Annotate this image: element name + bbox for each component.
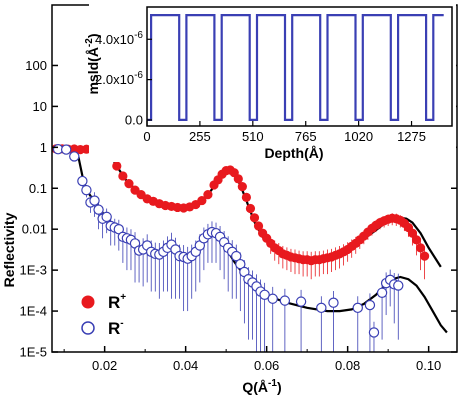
x-tick-label: 0.08 (335, 358, 360, 373)
x-tick-label: 0.04 (173, 358, 198, 373)
data-point-r-minus (368, 327, 380, 338)
data-point-r-minus (376, 287, 388, 298)
inset-x-tick-label: 510 (242, 129, 264, 144)
data-point-r-plus (112, 161, 122, 171)
y-tick-label: 1E-3 (20, 263, 47, 278)
inset-y-tick-label: 2.0x10-6 (95, 70, 143, 87)
legend-marker-r-plus (81, 295, 95, 309)
y-tick-label: 1 (40, 140, 47, 155)
inset-x-tick-label: 765 (295, 129, 317, 144)
data-point-r-minus (364, 299, 376, 311)
data-point-r-plus (245, 203, 256, 214)
inset-chart: 0 255 510 765 1020 1275 0.0 2.0x10-6 4.0x10-6 D… (84, 2, 456, 162)
inset-profile-line (147, 14, 444, 121)
legend-label-r-plus: R+ (108, 292, 126, 312)
inset-y-tick-label: 4.0x10-6 (95, 30, 143, 47)
inset-x-tick-label: 1275 (397, 129, 426, 144)
inset-plot-frame (146, 6, 453, 127)
y-tick-label: 100 (25, 58, 47, 73)
data-point-r-minus (69, 151, 80, 162)
legend-label-r-minus: R- (108, 318, 124, 338)
data-point-r-plus (203, 190, 213, 200)
data-point-r-plus (124, 179, 134, 189)
x-tick-label: 0.06 (254, 358, 279, 373)
data-point-r-plus (241, 192, 251, 202)
main-y-ticks: 1E-5 1E-4 1E-3 0.01 0.1 1 10 100 (20, 58, 457, 360)
inset-x-tick-label: 255 (189, 129, 211, 144)
data-point-r-minus (328, 297, 339, 308)
data-point-r-minus (259, 289, 270, 300)
x-tick-label: 0.10 (416, 358, 441, 373)
x-tick-label: 0.02 (92, 358, 117, 373)
x-axis-title: Q(Å-1) (242, 378, 281, 395)
main-x-ticks: 0.02 0.04 0.06 0.08 0.10 (63, 5, 441, 373)
inset-y-axis-title: msld(Å-2) (84, 33, 101, 94)
data-point-r-plus (415, 243, 426, 253)
data-point-r-minus (267, 293, 278, 304)
y-tick-label: 10 (33, 99, 47, 114)
inset-x-tick-label: 0 (143, 129, 150, 144)
data-point-r-plus (197, 195, 207, 206)
data-point-r-minus (60, 144, 72, 155)
inset-x-axis-title: Depth(Å) (264, 145, 323, 161)
data-point-r-plus (420, 251, 430, 261)
data-point-r-plus (237, 181, 247, 192)
data-point-r-minus (352, 302, 363, 314)
data-point-r-plus (407, 228, 418, 238)
inset-x-ticks: 0 255 510 765 1020 1275 (143, 121, 426, 144)
data-point-r-minus (279, 295, 291, 306)
data-point-r-plus (233, 174, 243, 184)
inset-x-tick-label: 1020 (344, 129, 373, 144)
data-point-r-minus (231, 250, 242, 262)
legend: R+ R- (81, 292, 126, 338)
data-point-r-minus (77, 175, 88, 187)
data-point-r-plus (253, 221, 264, 231)
y-tick-label: 1E-4 (20, 304, 47, 319)
y-tick-label: 0.1 (29, 181, 47, 196)
y-tick-label: 0.01 (22, 222, 47, 237)
legend-marker-r-minus (81, 321, 95, 335)
y-axis-title: Reflectivity (1, 212, 17, 287)
data-point-r-minus (295, 296, 307, 307)
inset-y-tick-label: 0.0 (125, 112, 143, 127)
profile-line (147, 14, 444, 121)
data-point-r-minus (393, 280, 404, 291)
y-tick-label: 1E-5 (20, 345, 47, 360)
data-point-r-plus (118, 171, 128, 181)
data-point-r-plus (411, 235, 422, 245)
data-point-r-minus (89, 195, 100, 206)
inset-y-ticks: 0.0 2.0x10-6 4.0x10-6 (95, 30, 152, 127)
data-point-r-minus (81, 184, 92, 196)
data-point-r-minus (101, 211, 112, 223)
data-point-r-plus (249, 213, 260, 223)
data-point-r-minus (93, 204, 104, 215)
data-point-r-minus (316, 302, 327, 314)
